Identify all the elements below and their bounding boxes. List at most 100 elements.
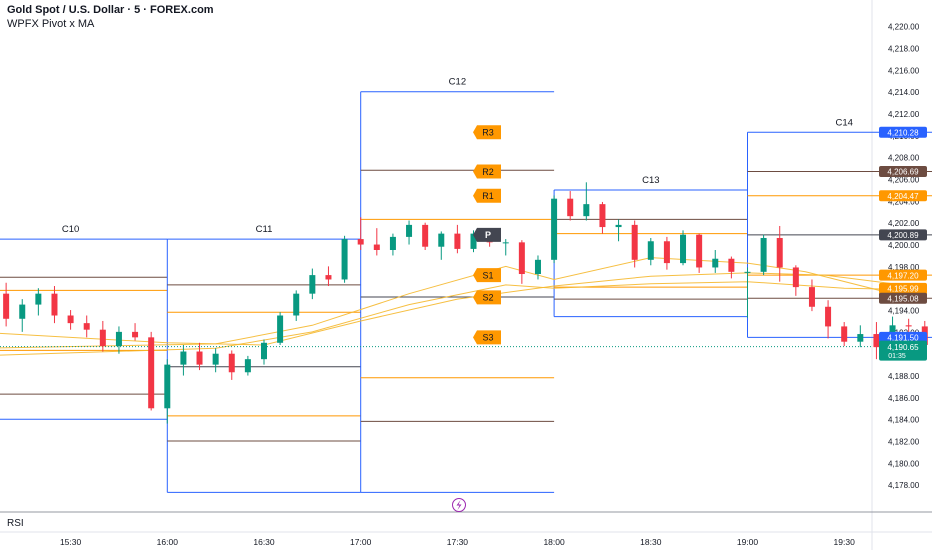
pivot-tag: R3: [473, 125, 501, 140]
candle-body: [583, 204, 590, 217]
candle: [422, 222, 429, 250]
candle: [905, 318, 912, 335]
candle-body: [760, 237, 767, 272]
pivot-tag: R2: [473, 164, 501, 179]
y-tick-label: 4,206.00: [888, 176, 920, 185]
x-tick-label: 15:30: [60, 537, 82, 547]
candle-body: [309, 275, 316, 294]
candle: [792, 265, 799, 296]
price-label-bg: [879, 282, 927, 294]
candle-body: [51, 293, 58, 316]
pivot-tag-label: S2: [482, 293, 493, 303]
price-label-bg: [879, 292, 927, 304]
price-scale-label: 4,195.99: [879, 282, 927, 294]
y-tick-label: 4,212.00: [888, 110, 920, 119]
candle: [551, 195, 558, 264]
candle-body: [534, 259, 541, 275]
price-scale-label: 4,191.50: [879, 331, 927, 343]
candle: [712, 249, 719, 273]
candle: [67, 310, 74, 330]
candle-body: [792, 267, 799, 288]
candle-body: [406, 224, 413, 237]
pivot-tag-shape: [473, 227, 501, 242]
y-tick-label: 4,218.00: [888, 45, 920, 54]
candle-body: [857, 334, 864, 342]
moving-average-line: [0, 281, 903, 356]
candle: [115, 326, 122, 354]
candle-body: [680, 234, 687, 264]
pivot-tag-shape: [473, 188, 501, 203]
candle: [825, 300, 832, 339]
candle-body: [35, 293, 42, 305]
price-label-bg: [879, 229, 927, 241]
candle: [132, 323, 139, 341]
candle: [663, 236, 670, 270]
y-tick-label: 4,208.00: [888, 154, 920, 163]
pivot-session-label: C12: [449, 77, 466, 88]
pivot-tag-label: R1: [482, 191, 494, 201]
candle-body: [599, 204, 606, 228]
candle-body: [115, 331, 122, 347]
y-tick-label: 4,182.00: [888, 438, 920, 447]
lightning-icon-bolt: [456, 500, 462, 510]
candle: [244, 355, 251, 376]
y-tick-label: 4,194.00: [888, 307, 920, 316]
price-label-text: 4,210.28: [887, 129, 919, 138]
price-label-bg: [879, 126, 927, 138]
y-tick-label: 4,202.00: [888, 219, 920, 228]
price-label-bg: [879, 166, 927, 178]
candle: [228, 350, 235, 380]
candle-body: [389, 236, 396, 250]
x-tick-label: 17:30: [447, 537, 469, 547]
candle-body: [518, 242, 525, 275]
candle: [277, 312, 284, 345]
price-label-bg: [879, 190, 927, 202]
candle-body: [696, 234, 703, 268]
y-tick-label: 4,188.00: [888, 372, 920, 381]
candle: [728, 256, 735, 279]
candle: [583, 182, 590, 221]
candle-body: [712, 258, 719, 268]
candle-body: [470, 233, 477, 249]
candle-body: [228, 353, 235, 373]
candle-body: [502, 242, 509, 244]
candle: [196, 342, 203, 371]
candle-body: [647, 241, 654, 260]
candle-body: [808, 287, 815, 307]
candle-body: [212, 353, 219, 365]
candle: [696, 233, 703, 273]
y-tick-label: 4,184.00: [888, 416, 920, 425]
price-label-text: 4,197.20: [887, 271, 919, 280]
candle: [51, 286, 58, 324]
pivot-tag: S1: [473, 268, 501, 283]
pivot-tag: S3: [473, 330, 501, 345]
candle: [776, 225, 783, 282]
candle: [502, 239, 509, 256]
y-tick-label: 4,204.00: [888, 197, 920, 206]
pivot-session: C12: [360, 77, 555, 493]
candle-body: [180, 351, 187, 365]
pivot-tag: P: [473, 227, 501, 242]
rsi-pane-label[interactable]: RSI: [7, 518, 24, 529]
candle-body: [744, 271, 751, 273]
candle-body: [196, 351, 203, 365]
lightning-icon[interactable]: [452, 498, 466, 512]
current-price-bg: [879, 340, 927, 361]
candle-body: [19, 304, 26, 319]
candle: [647, 237, 654, 266]
candle: [857, 325, 864, 348]
pivot-tag-label: R2: [482, 167, 494, 177]
pivot-session-label: C14: [835, 117, 852, 128]
candle-body: [663, 241, 670, 264]
candle: [293, 290, 300, 321]
candle: [631, 220, 638, 268]
candle: [744, 267, 751, 318]
indicator-name[interactable]: WPFX Pivot x MA: [7, 18, 95, 30]
candle: [373, 228, 380, 256]
y-tick-label: 4,200.00: [888, 241, 920, 250]
price-label-bg: [879, 269, 927, 281]
candle-body: [3, 293, 10, 319]
candle: [454, 224, 461, 254]
candle: [180, 344, 187, 376]
